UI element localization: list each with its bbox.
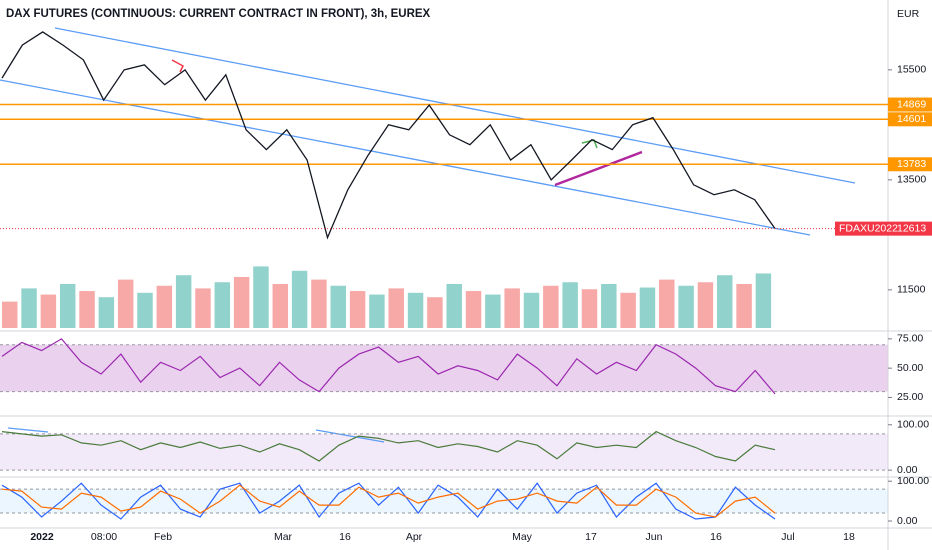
time-label: 16: [339, 531, 351, 543]
volume-bar: [272, 284, 289, 328]
stoch-line: [1, 484, 776, 518]
volume-bar: [678, 285, 694, 328]
currency: EUR: [897, 8, 920, 20]
volume-bar: [523, 292, 540, 328]
time-label: Jul: [781, 531, 794, 543]
time-label: 08:00: [91, 531, 117, 543]
osc-tick-label: 0.00: [897, 464, 918, 476]
chart-title: DAX FUTURES (CONTINUOUS: CURRENT CONTRAC…: [6, 8, 431, 20]
volume-bar: [21, 288, 37, 328]
time-label: Jun: [646, 531, 663, 543]
level-label: 14869: [897, 98, 926, 110]
time-label: 17: [585, 531, 597, 543]
volume-bar: [40, 294, 57, 328]
price-line: [1, 31, 776, 240]
volume-bar: [562, 282, 578, 328]
volume-bar: [485, 294, 501, 328]
volume-bar: [311, 279, 327, 328]
channel-lower: [0, 79, 811, 236]
volume-bar: [620, 292, 636, 328]
time-label: 2022: [30, 531, 54, 543]
osc-tick-label: 0.00: [897, 515, 918, 527]
level-label: 14601: [897, 113, 926, 125]
channel-upper: [54, 27, 856, 184]
volume-bar: [233, 276, 250, 328]
volume-bar: [2, 301, 18, 328]
level-tag: [888, 112, 932, 127]
price-tick-label: 13500: [897, 174, 926, 186]
osc-tick-label: 75.00: [897, 333, 923, 345]
volume-bar: [697, 282, 714, 328]
last-value: 12613: [897, 222, 926, 234]
band: [0, 344, 888, 392]
volume-bar: [601, 284, 617, 328]
osc-tick-label: 100.00: [897, 419, 929, 431]
time-label: 16: [710, 531, 722, 543]
osc-tick-label: 50.00: [897, 362, 923, 374]
stoch-line: [1, 482, 776, 520]
volume-bar: [137, 292, 153, 328]
divergence-line: [315, 429, 385, 443]
price-tick-label: 15500: [897, 64, 926, 76]
oscillator-line: [1, 430, 776, 462]
volume-bar: [407, 292, 424, 328]
time-label: Apr: [406, 531, 423, 543]
volume-bar: [98, 297, 115, 328]
trend-line: [554, 150, 643, 187]
arrow: [171, 59, 184, 73]
volume-bar: [253, 266, 269, 328]
band: [0, 489, 888, 514]
volume-bar: [465, 291, 482, 328]
volume-bar: [717, 275, 733, 328]
volume-bar: [175, 275, 192, 328]
volume-bar: [543, 285, 559, 328]
panes: [0, 266, 932, 529]
volume-bar: [659, 279, 675, 328]
volume-bar: [369, 294, 385, 328]
last-name: FDAXU2022: [839, 222, 898, 234]
volume-bar: [427, 297, 443, 328]
volume-bar: [291, 270, 308, 328]
rsi-line: [1, 338, 776, 395]
volume-bar: [388, 288, 404, 328]
volume-bar: [504, 288, 520, 328]
volume-bar: [156, 285, 173, 328]
volume-bar: [349, 291, 366, 328]
last-tag: [835, 221, 932, 236]
volume-bar: [214, 282, 231, 328]
time-label: 18: [843, 531, 855, 543]
volume-bar: [59, 284, 76, 328]
volume-bar: [446, 284, 462, 328]
volume-bar: [736, 284, 752, 328]
volume-bar: [755, 273, 772, 328]
level-tag: [888, 97, 932, 112]
divergence-line: [7, 427, 49, 433]
volume-bar: [581, 289, 598, 328]
volume-bar: [79, 291, 95, 328]
level-label: 13783: [897, 158, 926, 170]
osc-tick-label: 25.00: [897, 391, 923, 403]
band: [0, 433, 888, 471]
volume-bar: [195, 288, 211, 328]
level-tag: [888, 157, 932, 172]
osc-tick-label: 100.00: [897, 475, 929, 487]
volume-bar: [117, 279, 134, 328]
time-label: May: [512, 531, 533, 543]
volume-bar: [639, 287, 656, 328]
time-label: Feb: [154, 531, 172, 543]
time-label: Mar: [274, 531, 293, 543]
price-tick-label: 11500: [897, 284, 926, 296]
volume-bar: [330, 285, 346, 328]
